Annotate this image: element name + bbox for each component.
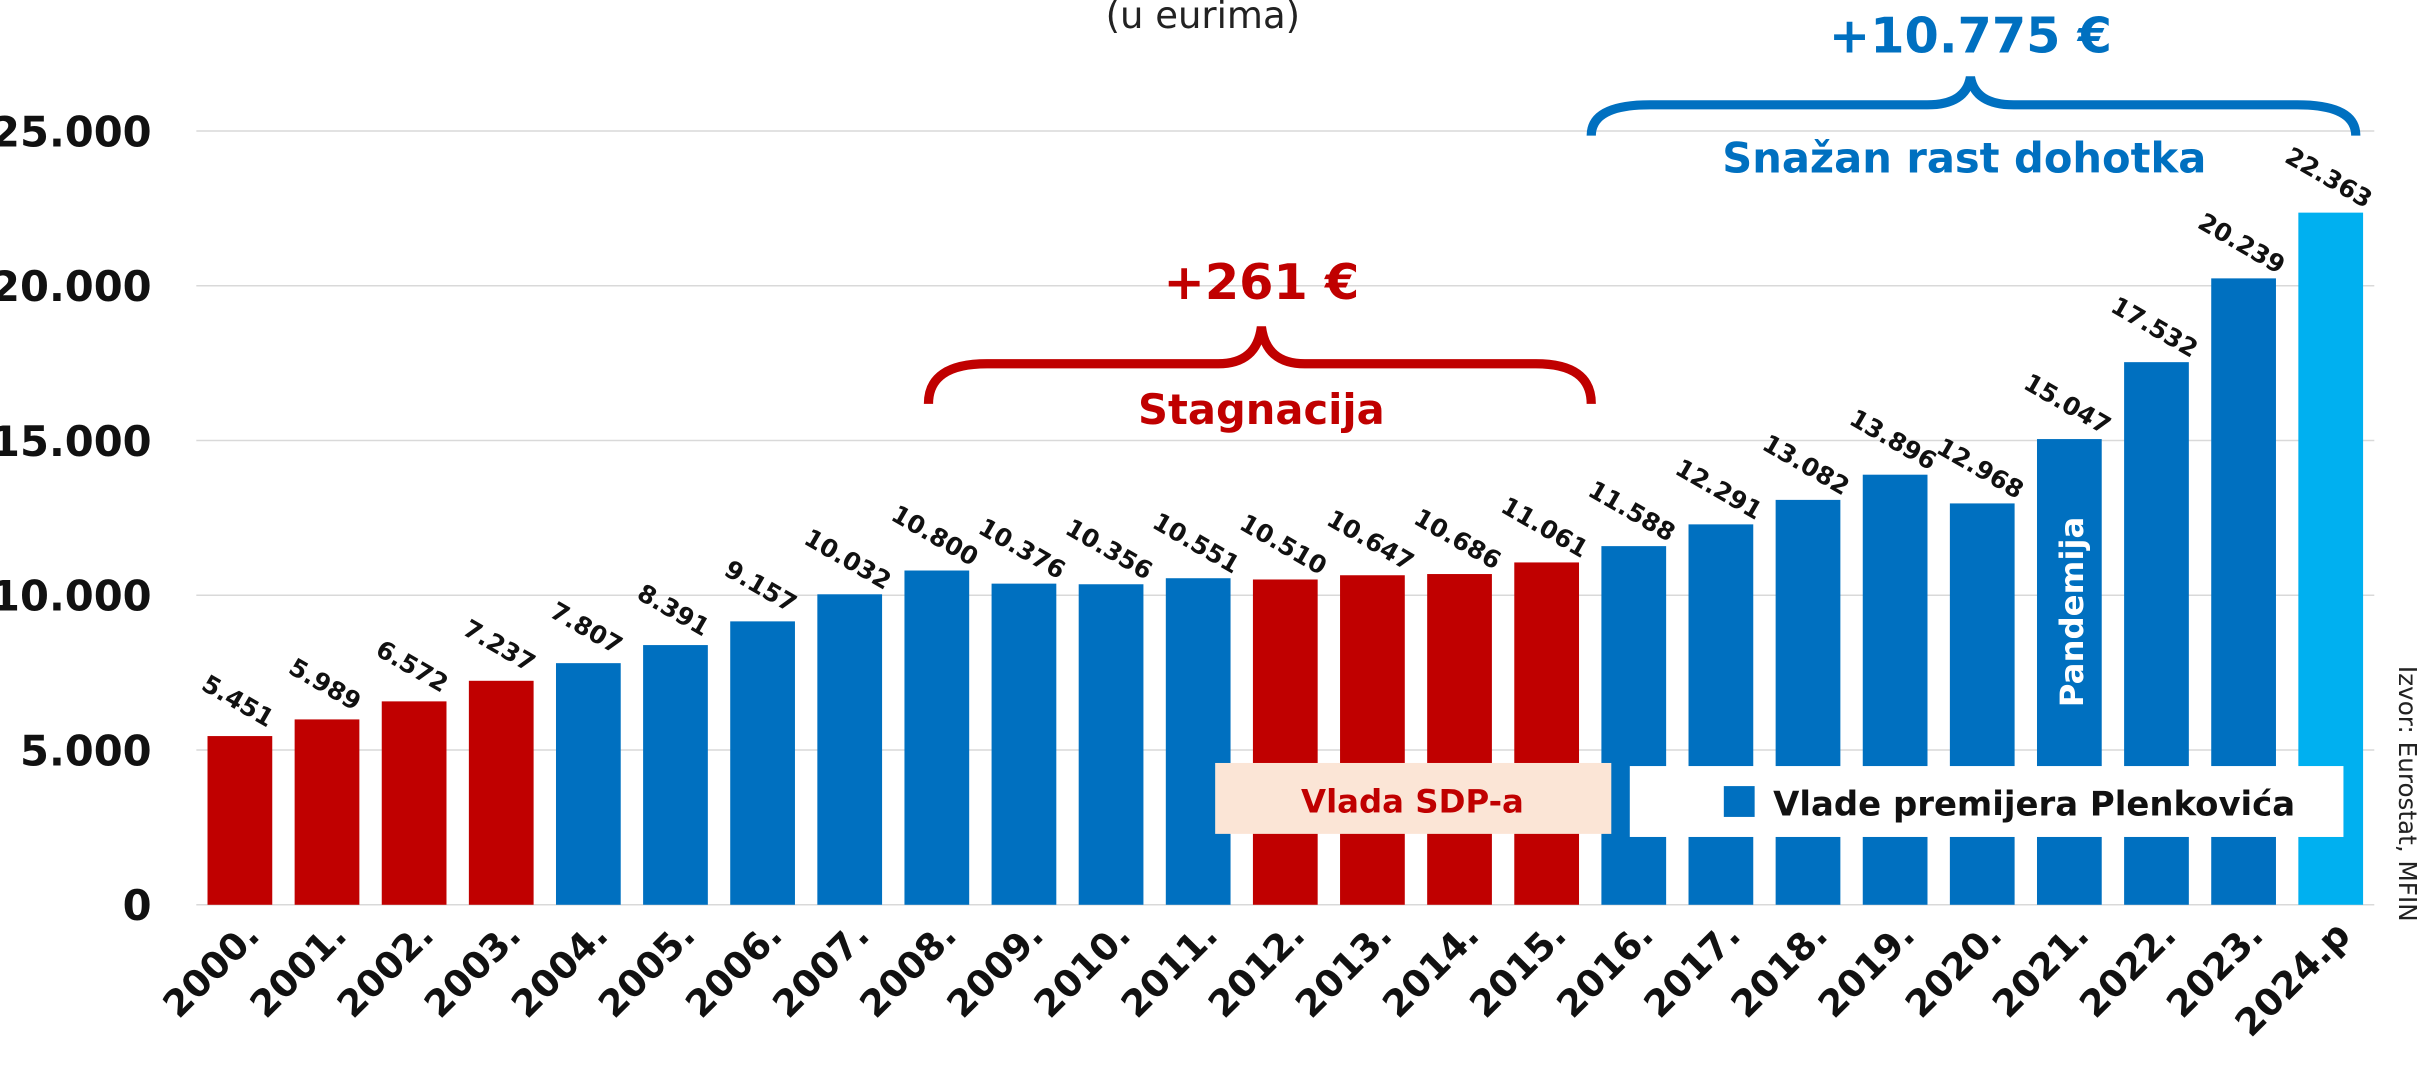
x-tick-label: 2003. [416,913,529,1026]
bar [207,736,273,905]
value-label: 13.082 [1758,428,1855,501]
value-label: 10.686 [1409,503,1506,576]
x-tick-label: 2009. [939,913,1052,1026]
chart-subtitle: (u eurima) [1106,0,1300,37]
value-label: 6.572 [371,634,453,698]
value-label: 12.968 [1932,432,2029,505]
bar [1775,499,1841,905]
value-label: 11.588 [1583,475,1680,548]
value-label: 10.032 [799,523,896,596]
bar [643,645,708,905]
value-label: 8.391 [633,578,715,642]
annotation: Snažan rast dohotka [1722,134,2206,183]
value-label: 10.647 [1322,504,1419,577]
bar [1252,579,1318,905]
bar [1862,474,1928,905]
value-label: 10.800 [886,499,983,572]
value-label: 9.157 [720,554,802,618]
bar [1514,562,1580,905]
bracket [1586,75,2361,137]
x-tick-label: 2020. [1897,913,2010,1026]
value-label: 5.451 [197,669,279,733]
x-tick-label: 2005. [590,913,703,1026]
x-tick-label: 2013. [1287,913,1400,1026]
x-tick-label: 2008. [852,913,965,1026]
value-label: 10.551 [1148,507,1245,580]
x-tick-label: 2000. [155,913,268,1026]
bar [991,583,1057,905]
value-label: 10.376 [974,512,1071,585]
legend-label: Vlada SDP-a [1301,782,1524,820]
source: Izvor: Eurostat, MFIN [2393,666,2418,922]
value-label: 11.061 [1496,491,1593,564]
x-tick-label: 2018. [1723,913,1836,1026]
x-tick-label: 2004. [503,913,616,1026]
x-tick-label: 2006. [677,913,790,1026]
value-label: 7.237 [458,614,540,678]
annotation: Stagnacija [1138,385,1385,434]
bar [904,570,970,905]
x-tick-label: 2010. [1026,913,1139,1026]
x-tick-label: 2017. [1636,913,1749,1026]
value-label: 20.239 [2193,207,2290,280]
y-tick-label: 10.000 [0,572,152,621]
value-label: 10.510 [1235,508,1332,581]
x-tick-label: 2011. [1113,913,1226,1026]
bracket [923,325,1596,405]
bar [1688,524,1754,905]
y-tick-label: 0 [123,881,152,930]
y-tick-label: 5.000 [20,726,152,775]
y-tick-label: 25.000 [0,107,152,156]
bar [1165,578,1231,905]
bar [817,594,883,905]
x-tick-label: 2002. [329,913,442,1026]
bar [1078,584,1144,905]
bar [1949,503,2015,905]
value-label: 12.291 [1671,453,1768,526]
legend-swatch [1723,786,1755,817]
x-tick-label: 2014. [1374,913,1487,1026]
y-tick-label: 20.000 [0,262,152,311]
annotation: +261 € [1164,253,1360,311]
value-label: 17.532 [2106,291,2203,364]
x-tick-label: 2012. [1200,913,1313,1026]
x-tick-label: 2019. [1810,913,1923,1026]
value-label: 22.363 [2280,141,2377,214]
bar [1427,574,1492,905]
value-label: 15.047 [2019,368,2116,441]
x-tick-label: 2015. [1461,913,1574,1026]
annotation: +10.775 € [1829,6,2112,64]
legend-label: Vlade premijera Plenkovića [1773,784,2295,823]
x-tick-label: 2022. [2071,913,2184,1026]
x-tick-label: 2021. [1984,913,2097,1026]
x-tick-label: 2016. [1549,913,1662,1026]
bar [1601,546,1667,905]
x-tick-label: 2007. [765,913,878,1026]
value-label: 10.356 [1061,513,1158,586]
bar [468,680,534,905]
x-tick-label: 2001. [242,913,355,1026]
value-label: 7.807 [545,596,627,660]
value-label: 5.989 [284,652,366,716]
y-tick-label: 15.000 [0,417,152,466]
value-label: 13.896 [1845,403,1942,476]
legend-box [1215,762,1612,834]
bar [381,701,447,905]
bar [555,663,621,905]
bar [294,719,360,905]
annotation: Pandemija [2053,517,2091,708]
bar [1340,575,1405,905]
bar [730,621,795,905]
